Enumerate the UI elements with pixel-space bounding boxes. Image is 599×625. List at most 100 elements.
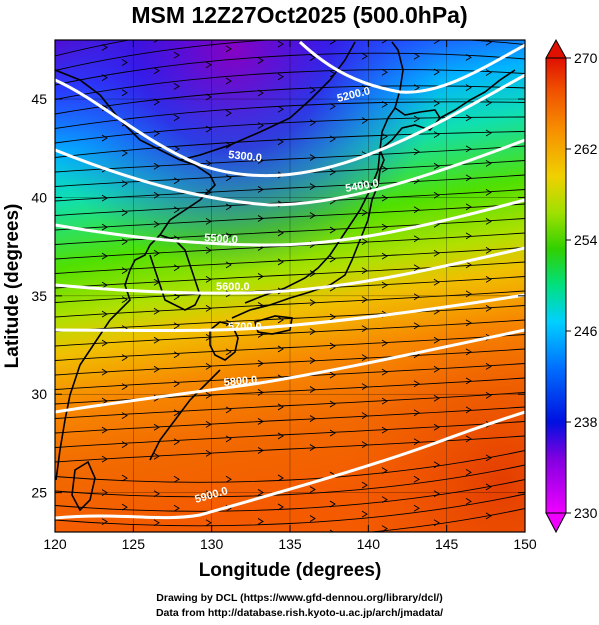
wind-arrowhead	[225, 174, 232, 182]
wind-arrowhead	[465, 290, 472, 298]
wind-arrowhead	[465, 377, 472, 385]
wind-arrowhead	[121, 412, 128, 419]
coastline-kuril	[439, 69, 516, 119]
wind-arrowhead	[153, 452, 160, 460]
wind-arrowhead	[485, 454, 492, 462]
wind-arrowhead	[226, 534, 231, 540]
wind-arrowhead	[381, 101, 388, 108]
wind-arrowhead	[225, 319, 232, 327]
wind-arrowhead	[413, 148, 420, 156]
wind-arrowhead	[485, 129, 492, 137]
wind-arrowhead	[257, 489, 264, 496]
streamline	[55, 435, 525, 463]
wind-arrowhead	[121, 209, 128, 216]
wind-arrowhead	[173, 206, 180, 214]
wind-arrowhead	[277, 432, 284, 440]
axis-ticks: 120 125 130 135 140 145 150 25 30 35 40 45	[31, 40, 537, 552]
wind-arrowhead	[485, 69, 492, 76]
wind-arrowhead	[225, 261, 232, 269]
colorbar-tick-label: 246	[574, 323, 598, 339]
streamline	[55, 421, 525, 448]
streamline	[55, 40, 525, 71]
wind-arrowhead	[309, 515, 316, 522]
wind-arrowhead	[257, 186, 264, 193]
wind-arrowhead	[225, 45, 232, 53]
credit-drawing: Drawing by DCL (https://www.gfd-dennou.o…	[156, 592, 443, 604]
wind-arrowhead	[413, 438, 420, 446]
wind-arrowhead	[225, 475, 232, 483]
wind-arrowhead	[309, 328, 316, 335]
wind-arrowhead	[433, 40, 440, 45]
streamline	[55, 189, 525, 216]
wind-arrowhead	[329, 102, 336, 110]
wind-arrowhead	[413, 322, 420, 330]
streamline	[55, 493, 525, 527]
wind-arrowhead	[101, 310, 108, 318]
coastline-russia	[179, 41, 356, 161]
colorbar-scale	[545, 57, 567, 514]
wind-arrowhead	[257, 418, 264, 425]
wind-arrowhead	[381, 525, 388, 532]
wind-arrowhead	[465, 145, 472, 153]
wind-arrowhead	[121, 354, 128, 361]
streamline	[55, 392, 525, 419]
wind-arrowhead	[465, 53, 472, 61]
wind-arrowhead	[205, 159, 212, 167]
wind-arrowhead	[277, 403, 284, 411]
wind-arrowhead	[225, 203, 232, 211]
streamline	[366, 508, 525, 532]
wind-arrowhead	[381, 68, 388, 76]
wind-arrowhead	[381, 281, 388, 289]
contour-5800	[55, 328, 525, 414]
wind-arrowhead	[257, 518, 264, 525]
coastline-hokkaido	[378, 106, 441, 152]
wind-arrowhead	[101, 223, 108, 231]
wind-arrowhead	[485, 305, 492, 312]
contour-5400	[55, 138, 525, 207]
wind-arrowhead	[205, 61, 212, 69]
wind-arrowhead	[309, 386, 316, 393]
lat-lon-grid	[55, 40, 525, 532]
wind-arrowhead	[153, 490, 160, 498]
wind-arrowhead	[361, 267, 368, 275]
colorbar-tick-label: 270	[574, 50, 598, 66]
wind-arrowhead	[381, 467, 388, 474]
wind-arrowhead	[329, 342, 336, 350]
wind-arrowhead	[465, 232, 472, 240]
wind-arrowhead	[485, 483, 492, 491]
wind-arrowhead	[413, 52, 420, 60]
wind-arrowhead	[361, 84, 368, 92]
colorbar-tick-label: 238	[574, 414, 598, 430]
wind-arrowhead	[277, 258, 284, 266]
contour-label: 5700.0	[228, 321, 262, 333]
y-tick-label: 35	[31, 288, 47, 304]
streamline	[55, 406, 525, 434]
wind-arrowhead	[485, 247, 492, 254]
wind-arrowhead	[433, 99, 440, 107]
wind-arrowhead	[205, 420, 212, 428]
wind-arrowhead	[153, 40, 159, 43]
map-title: MSM 12Z27Oct2025 (500.0hPa)	[131, 2, 468, 28]
wind-arrowhead	[433, 519, 440, 527]
wind-arrowhead	[153, 336, 160, 344]
coastline-ryukyu	[149, 369, 221, 461]
wind-arrowhead	[309, 486, 316, 493]
credit-data: Data from http://database.rish.kyoto-u.a…	[155, 607, 444, 619]
wind-arrowhead	[173, 438, 180, 446]
wind-arrowhead	[433, 249, 440, 257]
wind-arrowhead	[309, 270, 316, 277]
wind-arrowhead	[121, 383, 128, 390]
wind-arrowhead	[361, 412, 368, 420]
wind-arrowhead	[153, 98, 160, 106]
contour-label: 5300.0	[228, 149, 263, 164]
wind-arrowhead	[485, 99, 492, 107]
wind-arrowhead	[309, 86, 316, 94]
wind-arrowhead	[329, 226, 336, 234]
wind-arrowhead	[485, 276, 492, 283]
x-tick-label: 135	[278, 536, 302, 552]
wind-arrowhead	[413, 475, 420, 483]
wind-arrowhead	[153, 307, 160, 315]
wind-arrowhead	[258, 25, 263, 31]
wind-arrowhead	[465, 203, 472, 211]
wind-arrowhead	[465, 114, 472, 122]
